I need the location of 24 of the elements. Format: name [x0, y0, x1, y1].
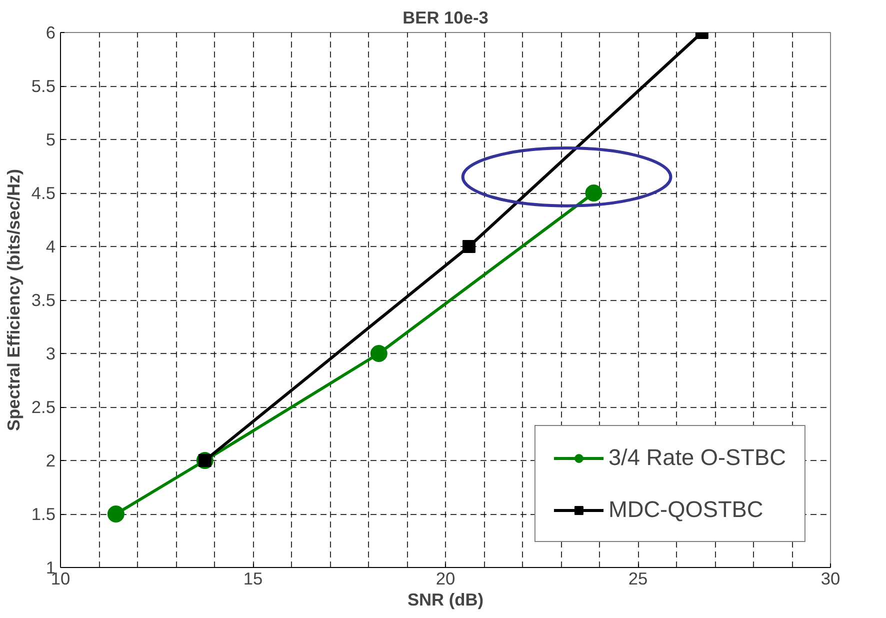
point — [107, 506, 124, 522]
legend-label: MDC-QOSTBC — [608, 496, 764, 523]
y-tick-label: 5 — [46, 130, 56, 150]
y-tick-label: 3 — [46, 344, 56, 364]
x-tick-label: 15 — [243, 568, 263, 588]
y-tick-label: 2 — [46, 450, 56, 470]
chart-title: BER 10e-3 — [402, 8, 489, 28]
x-axis-title: SNR (dB) — [407, 590, 484, 610]
y-tick-label: 3.5 — [31, 290, 56, 310]
point — [462, 240, 476, 253]
x-tick-label: 25 — [628, 568, 648, 588]
legend-label: 3/4 Rate O-STBC — [608, 444, 786, 471]
y-tick-label: 4.5 — [31, 183, 56, 203]
y-tick-label: 5.5 — [31, 76, 56, 96]
point — [585, 184, 602, 202]
y-tick-label: 1.5 — [31, 504, 56, 524]
y-tick-label: 2.5 — [31, 397, 56, 417]
x-tick-label: 20 — [436, 568, 456, 588]
x-tick-label: 30 — [820, 568, 840, 588]
x-tick-label: 10 — [50, 568, 70, 588]
y-tick-label: 6 — [46, 22, 56, 42]
point — [370, 345, 388, 362]
y-tick-label: 4 — [46, 236, 56, 256]
y-axis-title: Spectral Efficiency (bits/sec/Hz) — [3, 169, 24, 431]
